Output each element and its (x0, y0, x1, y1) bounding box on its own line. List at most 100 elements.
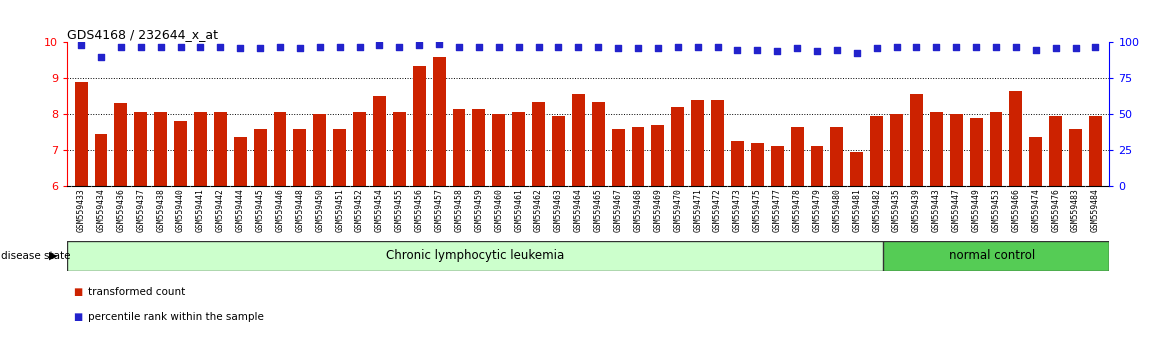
Bar (771, 147, 784, 186)
Bar (882, 241, 1109, 271)
Text: GSM559447: GSM559447 (952, 189, 961, 233)
Bar (652, 125, 665, 186)
Bar (412, 66, 426, 186)
Bar (672, 107, 684, 186)
Point (768, 48, 786, 54)
Point (251, 45, 270, 51)
Bar (711, 100, 724, 186)
Bar (830, 127, 843, 186)
Bar (134, 112, 147, 186)
Point (230, 45, 249, 51)
Bar (950, 114, 962, 186)
Text: percentile rank within the sample: percentile rank within the sample (88, 312, 264, 322)
Bar (433, 57, 446, 186)
Text: GSM559470: GSM559470 (673, 189, 682, 233)
Bar (174, 121, 186, 186)
Point (668, 44, 687, 50)
Text: GSM559450: GSM559450 (315, 189, 324, 233)
Text: GSM559438: GSM559438 (156, 189, 166, 233)
Bar (193, 112, 207, 186)
Point (987, 44, 1005, 50)
Bar (373, 96, 386, 186)
Text: GSM559433: GSM559433 (76, 189, 86, 233)
Bar (1049, 116, 1062, 186)
Bar (492, 114, 505, 186)
Point (787, 45, 806, 51)
Point (72, 42, 90, 48)
Text: GSM559467: GSM559467 (614, 189, 623, 233)
Point (470, 44, 489, 50)
Text: GSM559477: GSM559477 (772, 189, 782, 233)
Text: GSM559481: GSM559481 (852, 189, 862, 233)
Point (291, 45, 309, 51)
Text: ■: ■ (73, 312, 82, 322)
Bar (234, 137, 247, 186)
Bar (930, 112, 943, 186)
Text: GSM559463: GSM559463 (554, 189, 563, 233)
Bar (811, 147, 823, 186)
Text: GSM559472: GSM559472 (713, 189, 723, 233)
Point (928, 44, 946, 50)
Point (132, 44, 151, 50)
Bar (631, 127, 645, 186)
Point (271, 44, 290, 50)
Text: GSM559475: GSM559475 (753, 189, 762, 233)
Point (848, 50, 866, 55)
Bar (1069, 129, 1082, 186)
Bar (750, 143, 764, 186)
Text: GSM559462: GSM559462 (534, 189, 543, 233)
Bar (214, 112, 227, 186)
Point (709, 44, 727, 50)
Text: GSM559460: GSM559460 (494, 189, 504, 233)
Bar (115, 103, 127, 186)
Text: GSM559443: GSM559443 (932, 189, 940, 233)
Point (549, 44, 567, 50)
Bar (393, 112, 405, 186)
Text: GSM559451: GSM559451 (335, 189, 344, 233)
Point (728, 47, 747, 52)
Text: GSM559458: GSM559458 (454, 189, 463, 233)
Text: GSM559454: GSM559454 (375, 189, 384, 233)
Point (748, 47, 767, 52)
Bar (870, 116, 884, 186)
Text: GSM559482: GSM559482 (872, 189, 881, 233)
Bar (532, 102, 545, 186)
Point (449, 44, 468, 50)
Bar (453, 109, 466, 186)
Text: disease state: disease state (1, 251, 71, 261)
Text: GSM559440: GSM559440 (176, 189, 185, 233)
Point (1067, 45, 1085, 51)
Text: GSM559456: GSM559456 (415, 189, 424, 233)
Bar (74, 82, 88, 186)
Bar (572, 95, 585, 186)
Bar (334, 129, 346, 186)
Text: GSM559474: GSM559474 (1032, 189, 1040, 233)
Bar (791, 127, 804, 186)
Text: GSM559442: GSM559442 (215, 189, 225, 233)
Bar (314, 114, 327, 186)
Bar (1029, 137, 1042, 186)
Bar (691, 100, 704, 186)
Point (629, 45, 647, 51)
Text: GSM559476: GSM559476 (1051, 189, 1061, 233)
Text: GSM559483: GSM559483 (1071, 189, 1080, 233)
Text: GSM559484: GSM559484 (1091, 189, 1100, 233)
Point (1047, 45, 1065, 51)
Text: GSM559448: GSM559448 (295, 189, 305, 233)
Text: GSM559459: GSM559459 (475, 189, 483, 233)
Text: GSM559479: GSM559479 (813, 189, 821, 233)
Point (529, 44, 548, 50)
Point (648, 45, 667, 51)
Bar (154, 112, 167, 186)
Point (490, 44, 508, 50)
Bar (95, 134, 108, 186)
Text: GSM559453: GSM559453 (991, 189, 1001, 233)
Bar (67, 241, 882, 271)
Text: GSM559478: GSM559478 (792, 189, 801, 233)
Point (808, 48, 827, 54)
Text: transformed count: transformed count (88, 287, 185, 297)
Text: GSM559469: GSM559469 (653, 189, 662, 233)
Text: GSM559455: GSM559455 (395, 189, 404, 233)
Text: GSM559473: GSM559473 (733, 189, 742, 233)
Bar (969, 118, 983, 186)
